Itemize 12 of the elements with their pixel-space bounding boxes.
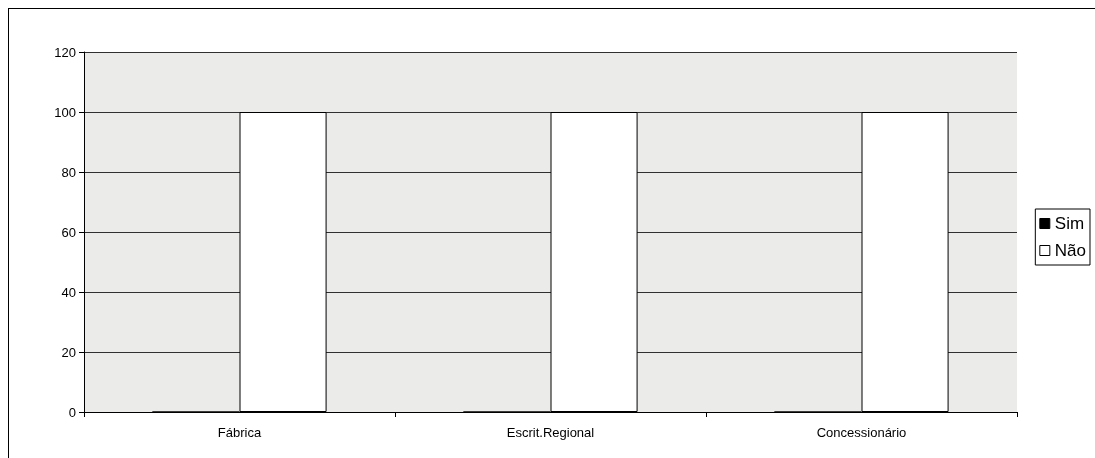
y-tick-label: 80 [61, 164, 76, 180]
legend-label: Não [1054, 241, 1086, 260]
y-tick-label: 120 [54, 44, 76, 60]
y-tick-label: 0 [68, 404, 76, 420]
legend-label: Sim [1054, 214, 1085, 233]
y-tick-label: 100 [54, 104, 76, 120]
x-tick-label: Concessionário [816, 425, 907, 440]
y-tick-label: 40 [61, 284, 76, 300]
y-tick-label: 60 [61, 224, 76, 240]
x-tick-label: Escrit.Regional [506, 425, 595, 440]
x-tick-label: Fábrica [217, 425, 262, 440]
y-tick-label: 20 [61, 344, 76, 360]
